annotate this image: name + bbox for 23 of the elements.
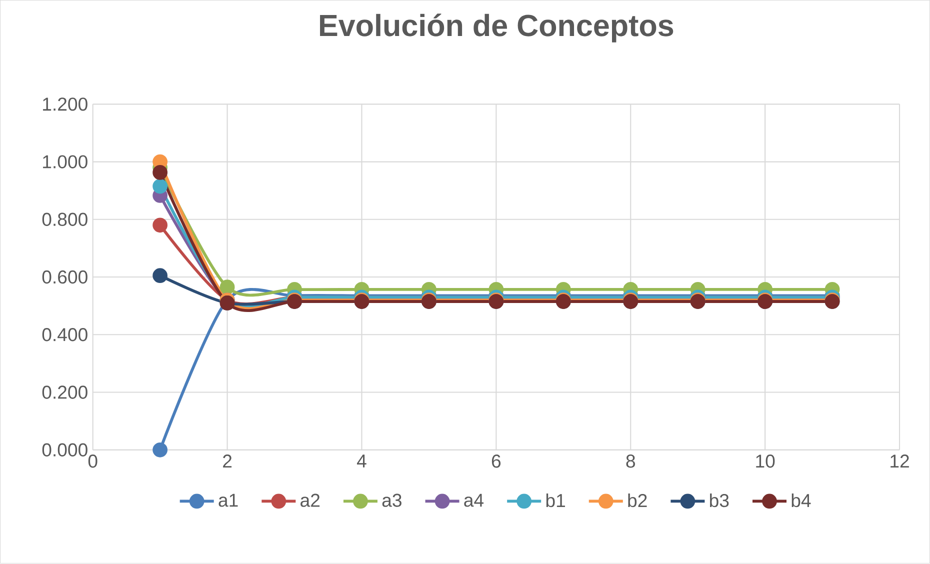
legend-label: a4: [464, 494, 484, 508]
y-tick-label: 1.200: [43, 98, 88, 111]
x-tick-label: 6: [492, 454, 501, 468]
y-tick-label: 0.400: [42, 328, 88, 342]
legend-label: a3: [382, 494, 402, 508]
legend-label: b2: [628, 494, 647, 508]
legend-label: b1: [546, 494, 565, 508]
legend-label: a2: [300, 494, 320, 508]
x-tick-label: 12: [890, 454, 909, 468]
y-tick-label: 0.800: [42, 213, 88, 226]
y-tick-label: 0.600: [42, 270, 88, 284]
legend-label: b4: [792, 494, 811, 508]
x-tick-label: 10: [756, 454, 775, 468]
x-tick-label: 0: [88, 454, 98, 468]
x-tick-label: 4: [356, 454, 366, 468]
y-tick-label: 0.200: [42, 386, 88, 400]
legend-label: b3: [710, 494, 729, 508]
y-tick-label: 1.000: [43, 155, 88, 169]
x-tick-label: 8: [626, 454, 635, 468]
y-tick-label: 0.000: [42, 444, 88, 457]
chart-title: Evolución de Conceptos: [320, 14, 674, 43]
legend-label: a1: [218, 494, 238, 508]
x-tick-label: 2: [223, 454, 232, 468]
